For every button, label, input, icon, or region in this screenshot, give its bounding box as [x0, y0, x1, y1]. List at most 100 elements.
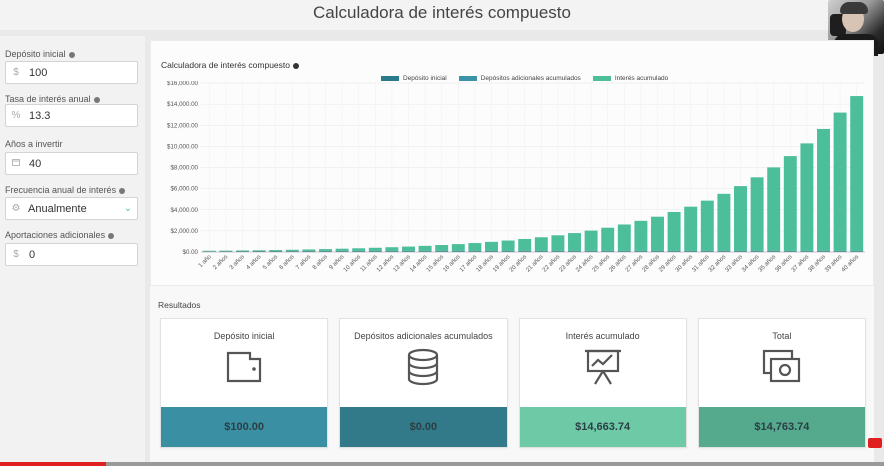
x-tick-label: 2 años [212, 254, 229, 271]
bar-segment [368, 247, 382, 251]
x-tick-label: 4 años [246, 254, 263, 271]
bar-segment [783, 250, 797, 252]
x-tick-label: 13 años [393, 254, 412, 273]
bar-segment [202, 250, 216, 252]
card-additional: Depósitos adicionales acumulados $0.00 [339, 318, 508, 448]
legend-item-interest[interactable]: Interés acumulado [592, 75, 668, 82]
x-tick-label: 17 años [459, 254, 478, 273]
info-icon[interactable] [93, 96, 100, 103]
x-tick-label: 21 años [525, 254, 544, 273]
x-tick-label: 16 años [442, 254, 461, 273]
x-tick-label: 29 años [658, 254, 677, 273]
deposit-input[interactable]: $ 100 [5, 61, 138, 84]
legend-item-deposit[interactable]: Depósito inicial [381, 75, 447, 82]
deposit-label: Depósito inicial [5, 49, 75, 59]
bar-segment [767, 167, 781, 251]
x-tick-label: 38 años [808, 254, 827, 273]
x-tick-label: 8 años [312, 254, 329, 271]
bar-segment [817, 128, 830, 251]
bar-segment [850, 250, 864, 252]
x-tick-label: 5 años [262, 254, 279, 271]
dollar-icon: $ [13, 67, 19, 78]
legend-item-additional[interactable]: Depósitos adicionales acumulados [458, 75, 581, 82]
bar-segment [418, 250, 432, 252]
card-title: Depósito inicial [213, 331, 275, 341]
deposit-value: 100 [29, 66, 48, 79]
bar-segment [451, 244, 465, 251]
bar-segment [800, 143, 814, 251]
x-tick-label: 37 años [791, 254, 810, 273]
y-tick-label: $0.00 [183, 249, 199, 256]
bar-segment [684, 206, 698, 251]
x-tick-label: 27 años [625, 254, 644, 273]
bar-segment [285, 249, 299, 251]
bar-segment [302, 249, 316, 251]
chart-card: Calculadora de interés compuesto Depósit… [150, 40, 874, 286]
x-tick-label: 35 años [758, 254, 777, 273]
info-icon[interactable] [108, 232, 115, 239]
percent-icon: % [11, 110, 21, 121]
info-icon[interactable] [68, 51, 75, 58]
results-heading: Resultados [158, 300, 201, 310]
x-tick-label: 14 años [409, 254, 428, 273]
bar-segment [617, 224, 631, 251]
x-tick-label: 40 años [841, 254, 860, 273]
x-tick-label: 36 años [774, 254, 793, 273]
y-tick-label: $8,000.00 [170, 165, 198, 172]
x-tick-label: 22 años [542, 254, 561, 273]
frequency-label: Frecuencia anual de interés [5, 185, 126, 195]
bar-segment [601, 250, 615, 252]
bar-segment [700, 200, 714, 251]
x-tick-label: 3 años [229, 254, 246, 271]
bar-segment [568, 250, 581, 252]
bar-segment [601, 227, 615, 251]
bar-segment [534, 250, 548, 252]
bar-segment [385, 247, 399, 251]
video-progress-fill [0, 462, 107, 466]
bar-segment [252, 250, 266, 252]
card-value: $14,663.74 [519, 407, 686, 447]
rate-input[interactable]: % 13.3 [5, 104, 138, 127]
bar-segment [319, 250, 332, 252]
info-icon[interactable] [119, 187, 126, 194]
bar-segment [833, 250, 847, 252]
card-value: $14,763.74 [698, 407, 865, 447]
bar-segment [252, 250, 266, 251]
bar-segment [302, 250, 316, 252]
bar-segment [335, 250, 349, 252]
y-tick-label: $16,000.00 [167, 81, 199, 87]
years-value: 40 [29, 157, 42, 170]
bar-segment [584, 230, 598, 251]
video-badge-icon[interactable] [868, 438, 882, 448]
bar-segment [767, 250, 781, 252]
x-tick-label: 6 años [279, 254, 296, 271]
bar-segment [236, 250, 249, 252]
card-interest: Interés acumulado $14,663.74 [518, 318, 687, 448]
info-icon[interactable] [293, 62, 299, 69]
bar-chart: $0.00 $2,000.00 $4,000.00 $6,000.00 $8,000.0… [167, 81, 865, 274]
bar-segment [501, 240, 515, 251]
contrib-input[interactable]: $ 0 [5, 243, 138, 266]
bar-segment [219, 250, 233, 252]
input-sidebar: Depósito inicial $ 100 Tasa de interés a… [0, 36, 145, 466]
bar-segment [634, 250, 648, 252]
bar-segment [269, 250, 283, 252]
frequency-select[interactable]: ⚙ Anualmente ⌄ [5, 197, 138, 220]
bar-segment [435, 245, 449, 251]
bar-segment [368, 250, 382, 252]
results-cards: Depósito inicial $100.00 Depósitos adici… [160, 318, 866, 448]
bar-segment [551, 250, 565, 252]
bar-segment [402, 246, 415, 251]
x-tick-label: 10 años [343, 254, 362, 273]
frequency-value: Anualmente [28, 202, 87, 215]
bar-segment [202, 250, 216, 252]
bar-segment [850, 96, 864, 251]
card-deposit: Depósito inicial $100.00 [160, 318, 329, 448]
x-tick-label: 19 años [492, 254, 511, 273]
x-tick-label: 23 años [559, 254, 578, 273]
video-progress-bar[interactable] [0, 462, 884, 466]
years-input[interactable]: 40 [5, 152, 138, 175]
bar-segment [551, 235, 565, 251]
page-title: Calculadora de interés compuesto [0, 0, 884, 30]
bar-segment [584, 250, 598, 252]
